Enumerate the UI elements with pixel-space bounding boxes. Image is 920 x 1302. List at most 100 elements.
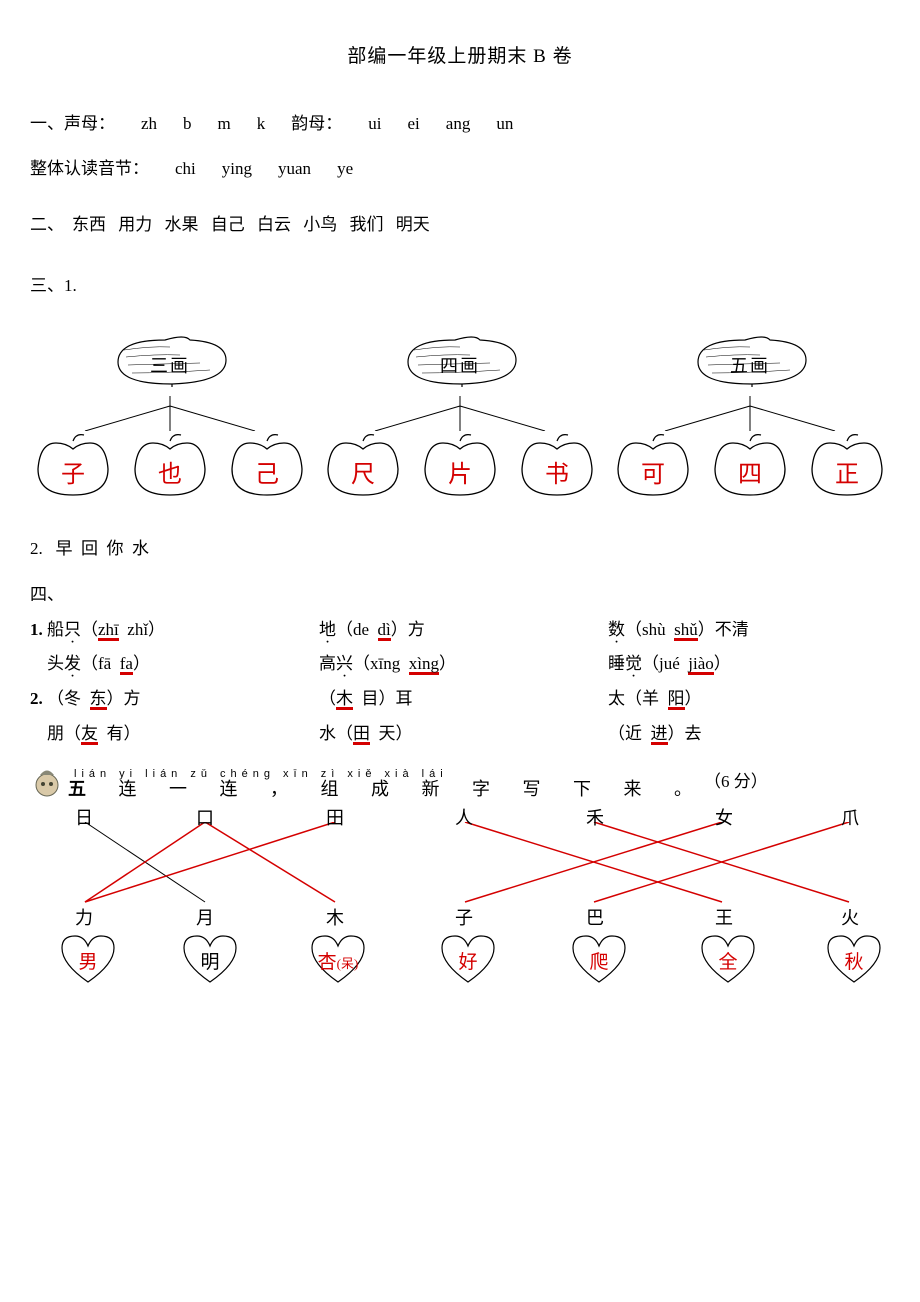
apple: 尺 <box>320 429 406 499</box>
sub2-0: 早 <box>56 539 73 558</box>
match-top-char: 日 <box>75 802 93 834</box>
sub2-1: 回 <box>81 539 98 558</box>
apple: 正 <box>804 429 890 499</box>
sub2-3: 水 <box>132 539 149 558</box>
leaf-label: 三画 <box>110 350 230 382</box>
section-5-title: lián yi lián zǔ chéng xīn zì xiě xià lái… <box>68 769 706 798</box>
apple: 四 <box>707 429 793 499</box>
cartoon-head-icon <box>30 768 64 798</box>
stroke-tree-row: 三画 子 也 己 <box>30 332 890 499</box>
ym-0: ui <box>368 114 381 133</box>
s4-cell: 水（田 天） <box>319 719 591 750</box>
zt-3: ye <box>337 159 353 178</box>
page-title: 部编一年级上册期末 B 卷 <box>30 40 890 74</box>
heart-answer: 好 <box>438 932 498 987</box>
apple-char: 也 <box>127 454 213 497</box>
w1: 用力 <box>118 215 152 234</box>
s4-cell: 头发（fā fa） <box>30 649 302 680</box>
match-top-char: 禾 <box>586 802 604 834</box>
w0: 东西 <box>72 215 106 234</box>
match-top-char: 口 <box>196 802 214 834</box>
s5-score: （6 分） <box>704 767 768 798</box>
sm-0: zh <box>141 114 157 133</box>
s4-cell: 朋（友 有） <box>30 719 302 750</box>
s4-cell: （近 进）去 <box>608 719 880 750</box>
w5: 小鸟 <box>303 215 337 234</box>
match-top-char: 田 <box>326 802 344 834</box>
heart-char: 爬 <box>569 946 629 980</box>
heart-char: 全 <box>698 946 758 980</box>
apple-char: 正 <box>804 454 890 497</box>
apple-char: 子 <box>30 454 116 497</box>
apple-char: 片 <box>417 454 503 497</box>
matching-grid: 日口田人禾女爪力月木子巴王火 男 明 杏(呆) 好 爬 全 秋 <box>70 802 870 992</box>
s4-cell: 数（shù shǔ）不清 <box>608 615 880 646</box>
branches <box>60 396 280 431</box>
match-bot-char: 月 <box>196 902 214 934</box>
ym-1: ei <box>408 114 420 133</box>
apple: 己 <box>224 429 310 499</box>
s4-cell: 太（羊 阳） <box>608 684 880 715</box>
w4: 白云 <box>257 215 291 234</box>
match-bot-char: 火 <box>841 902 859 934</box>
heart-char: 明 <box>180 946 240 980</box>
s4-cell: （木 目）耳 <box>319 684 591 715</box>
heart-char: 男 <box>58 946 118 980</box>
match-top-char: 人 <box>455 802 473 834</box>
s4-row: 2. （冬 东）方（木 目）耳太（羊 阳） <box>30 684 890 715</box>
branches <box>640 396 860 431</box>
heart-answer: 男 <box>58 932 118 987</box>
match-bot-char: 子 <box>455 902 473 934</box>
section-1-line-1: 一、声母： zh b m k 韵母： ui ei ang un <box>30 109 890 140</box>
w6: 我们 <box>350 215 384 234</box>
heart-answer: 爬 <box>569 932 629 987</box>
s4-row: 头发（fā fa）高兴（xīng xìng）睡觉（jué jiào） <box>30 649 890 680</box>
branches <box>350 396 570 431</box>
heart-char: 杏(呆) <box>308 946 368 980</box>
s1-label: 一、声母： <box>30 114 115 133</box>
ym-2: ang <box>446 114 471 133</box>
w3: 自己 <box>211 215 245 234</box>
apple-char: 己 <box>224 454 310 497</box>
s4-cell: 1. 船只（zhī zhǐ） <box>30 615 302 646</box>
sm-3: k <box>257 114 266 133</box>
ym-3: un <box>496 114 513 133</box>
section-3-label: 三、1. <box>30 271 890 302</box>
heart-answer: 杏(呆) <box>308 932 368 987</box>
s2-label: 二、 <box>30 215 64 234</box>
s5-hanzi: 连 一 连 ， 组 成 新 字 写 下 来 。 <box>119 779 707 799</box>
apple: 书 <box>514 429 600 499</box>
heart-answer: 秋 <box>824 932 884 987</box>
sm-2: m <box>218 114 231 133</box>
heart-char: 好 <box>438 946 498 980</box>
leaf-label: 五画 <box>690 350 810 382</box>
zt-2: yuan <box>278 159 311 178</box>
heart-answer: 全 <box>698 932 758 987</box>
apple-char: 书 <box>514 454 600 497</box>
match-bot-char: 力 <box>75 902 93 934</box>
section-4-label: 四、 <box>30 580 890 611</box>
section-2: 二、东西 用力 水果 自己 白云 小鸟 我们 明天 <box>30 210 890 241</box>
apple-char: 四 <box>707 454 793 497</box>
apple-char: 尺 <box>320 454 406 497</box>
s4-cell: 地（de dì）方 <box>319 615 591 646</box>
sm-1: b <box>183 114 192 133</box>
leaf-label: 四画 <box>400 350 520 382</box>
match-bot-char: 巴 <box>586 902 604 934</box>
section-5-header: lián yi lián zǔ chéng xīn zì xiě xià lái… <box>30 767 890 798</box>
s1-label-zt: 整体认读音节： <box>30 159 149 178</box>
matching-lines <box>70 822 870 907</box>
match-top-char: 女 <box>715 802 733 834</box>
leaf: 三画 <box>110 332 230 392</box>
apple: 片 <box>417 429 503 499</box>
w2: 水果 <box>165 215 199 234</box>
leaf: 四画 <box>400 332 520 392</box>
s3-sub2-label: 2. <box>30 539 43 558</box>
apple: 子 <box>30 429 116 499</box>
heart-char: 秋 <box>824 946 884 980</box>
apple: 可 <box>610 429 696 499</box>
section-3-sub2: 2. 早 回 你 水 <box>30 534 890 565</box>
s4-cell: 睡觉（jué jiào） <box>608 649 880 680</box>
s5-num: 五 <box>68 779 100 799</box>
s1-label-ym: 韵母： <box>291 114 342 133</box>
